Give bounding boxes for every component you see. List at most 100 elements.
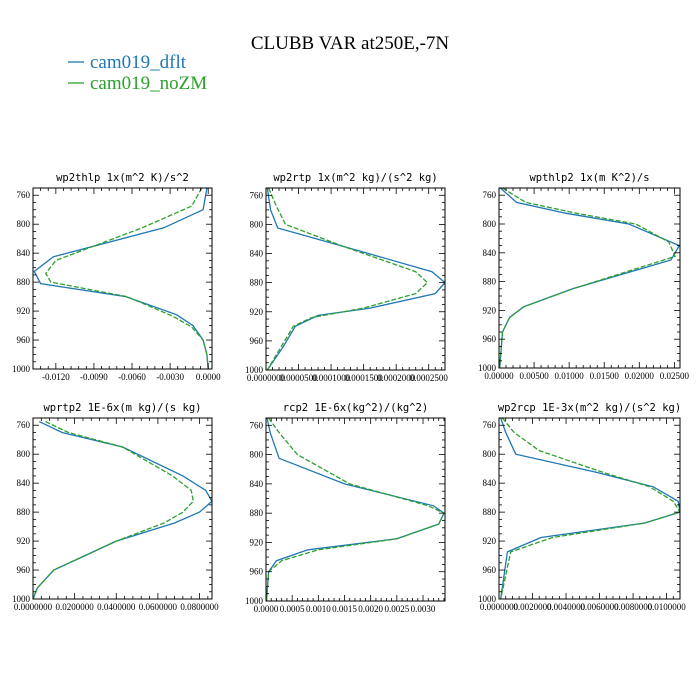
y-tick-label: 840 — [483, 248, 497, 258]
y-tick-label: 920 — [17, 306, 31, 316]
y-tick-label: 800 — [483, 219, 497, 229]
panel-6: wp2rcp 1E-3x(m^2 kg)/(s^2 kg)760 800 840 88… — [478, 402, 686, 612]
x-tick-label: 0.0400000 — [97, 602, 136, 612]
x-tick-label: 0.01500 — [590, 371, 620, 381]
y-tick-label: 880 — [250, 508, 264, 518]
x-tick-label: 0.0600000 — [139, 602, 178, 612]
panel-4: wprtp2 1E-6x(m kg)/(s kg) 760 800 840 880 920… — [12, 402, 219, 612]
series-line-cam019_noZM — [499, 188, 676, 368]
x-tick-label: 0.0060000 — [580, 602, 619, 612]
panel-title: wp2rcp 1E-3x(m^2 kg)/(s^2 kg) — [498, 402, 681, 414]
x-tick-label: 0.01000 — [555, 371, 585, 381]
plot-frame — [265, 417, 446, 602]
x-tick-label: 0.0020 — [358, 604, 383, 614]
x-tick-label: 0.0030 — [411, 604, 436, 614]
x-tick-label: 0.0001500 — [345, 373, 384, 383]
y-tick-label: 1000 — [478, 594, 497, 604]
y-tick-label: 960 — [483, 565, 497, 575]
y-tick-label: 760 — [483, 190, 497, 200]
legend-label-dflt: cam019_dflt — [90, 52, 187, 73]
plot-frame — [265, 187, 446, 371]
x-tick-label: 0.0005 — [280, 604, 305, 614]
panel-2: wp2rtp 1x(m^2 kg)/(s^2 kg) 760 800 840 880 92… — [245, 172, 448, 383]
x-tick-label: 0.0800000 — [180, 602, 219, 612]
legend-label-nozm: cam019_noZM — [90, 73, 207, 94]
x-tick-label: 0.0002000 — [377, 373, 416, 383]
y-tick-label: 960 — [483, 334, 497, 344]
x-tick-label: 0.0025 — [384, 604, 409, 614]
x-tick-label: -0.0090 — [80, 372, 108, 382]
y-tick-label: 840 — [17, 248, 31, 258]
y-tick-label: 880 — [17, 507, 31, 517]
y-tick-label: 800 — [250, 450, 264, 460]
x-tick-label: 0.0015 — [332, 604, 357, 614]
panel-title: wprtp2 1E-6x(m kg)/(s kg) — [43, 402, 201, 414]
y-tick-label: 960 — [17, 565, 31, 575]
series-line-cam019_dflt — [500, 418, 680, 599]
y-tick-label: 800 — [17, 449, 31, 459]
x-tick-label: 0.0002500 — [410, 373, 449, 383]
series-line-cam019_dflt — [33, 188, 209, 369]
figure-title: CLUBB VAR at250E,-7N — [251, 33, 450, 54]
panels: wp2thlp 1x(m^2 K)/s^2 760 800 840 880 920 960 1… — [12, 172, 690, 614]
series-line-cam019_noZM — [500, 418, 680, 599]
y-tick-label: 1000 — [478, 363, 497, 373]
y-tick-label: 760 — [250, 190, 264, 200]
panel-1: wp2thlp 1x(m^2 K)/s^2 760 800 840 880 920 960 1… — [12, 172, 221, 382]
y-tick-label: 920 — [250, 537, 264, 547]
x-tick-label: 0.00000 — [484, 371, 514, 381]
x-tick-label: 0.0020000 — [513, 602, 552, 612]
y-tick-label: 1000 — [12, 364, 31, 374]
y-tick-label: 840 — [250, 249, 264, 259]
y-tick-label: 840 — [483, 478, 497, 488]
y-tick-label: 880 — [17, 277, 31, 287]
x-tick-label: 0.02500 — [660, 371, 690, 381]
y-tick-label: 800 — [483, 449, 497, 459]
x-tick-label: 0.0200000 — [56, 602, 95, 612]
series-line-cam019_dflt — [266, 188, 445, 370]
legend: cam019_dflt cam019_noZM — [68, 52, 207, 94]
series-line-cam019_noZM — [33, 421, 195, 599]
x-tick-label: 0.00500 — [519, 371, 549, 381]
y-tick-label: 960 — [250, 567, 264, 577]
panel-3: wpthlp2 1x(m K^2)/s 760 800 840 880 920 960 100… — [478, 172, 690, 381]
y-tick-label: 760 — [17, 420, 31, 430]
plot-frame — [498, 187, 681, 369]
series-line-cam019_noZM — [266, 418, 445, 601]
plot-frame — [32, 187, 213, 370]
y-tick-label: 800 — [17, 219, 31, 229]
panel-title: wp2thlp 1x(m^2 K)/s^2 — [56, 172, 189, 184]
series-line-cam019_dflt — [266, 418, 445, 601]
x-tick-label: -0.0030 — [156, 372, 184, 382]
y-tick-label: 760 — [483, 420, 497, 430]
y-tick-label: 880 — [483, 277, 497, 287]
x-tick-label: -0.0060 — [118, 372, 146, 382]
series-line-cam019_noZM — [44, 188, 209, 369]
panel-title: rcp2 1E-6x(kg^2)/(kg^2) — [283, 402, 428, 414]
x-tick-label: 0.0100000 — [647, 602, 686, 612]
y-tick-label: 840 — [17, 478, 31, 488]
y-tick-label: 800 — [250, 219, 264, 229]
x-tick-label: -0.0120 — [42, 372, 70, 382]
x-tick-label: 0.0000 — [254, 604, 279, 614]
y-tick-label: 920 — [483, 305, 497, 315]
y-tick-label: 1000 — [245, 365, 264, 375]
plot-frame — [32, 417, 213, 600]
panel-title: wpthlp2 1x(m K^2)/s — [529, 172, 649, 184]
x-tick-label: 0.0010 — [306, 604, 331, 614]
y-tick-label: 880 — [250, 278, 264, 288]
y-tick-label: 880 — [483, 507, 497, 517]
x-tick-label: 0.0000500 — [279, 373, 318, 383]
y-tick-label: 920 — [483, 536, 497, 546]
y-tick-label: 1000 — [12, 594, 31, 604]
y-tick-label: 760 — [250, 420, 264, 430]
y-tick-label: 920 — [17, 536, 31, 546]
y-tick-label: 1000 — [245, 596, 264, 606]
y-tick-label: 840 — [250, 479, 264, 489]
series-line-cam019_noZM — [266, 188, 429, 370]
x-tick-label: 0.0000 — [196, 372, 221, 382]
panel-5: rcp2 1E-6x(kg^2)/(kg^2) 760 800 840 880 920 96… — [245, 402, 446, 614]
y-tick-label: 760 — [17, 190, 31, 200]
y-tick-label: 920 — [250, 307, 264, 317]
